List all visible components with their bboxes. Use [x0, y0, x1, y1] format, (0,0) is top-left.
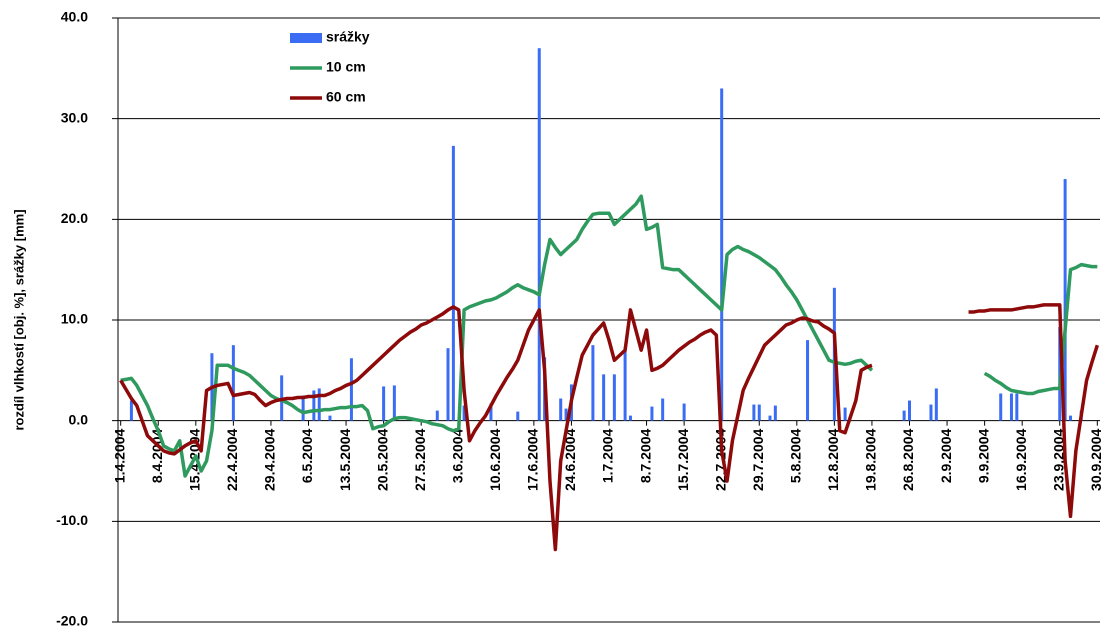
- bar: [382, 386, 386, 421]
- bar: [773, 405, 777, 421]
- y-tick-label: 10.0: [61, 311, 88, 327]
- x-tick-label: 20.5.2004: [374, 428, 390, 490]
- bar: [489, 403, 493, 421]
- bar: [1063, 179, 1067, 421]
- bar: [537, 48, 541, 421]
- bar: [312, 390, 316, 421]
- bar: [682, 403, 686, 421]
- legend-label: 10 cm: [326, 59, 366, 75]
- x-tick-label: 26.8.2004: [900, 428, 916, 490]
- x-tick-label: 22.4.2004: [224, 428, 240, 490]
- x-tick-label: 1.4.2004: [111, 428, 127, 483]
- x-tick-label: 29.7.2004: [750, 428, 766, 490]
- bar: [349, 358, 353, 421]
- bar: [908, 400, 912, 421]
- bar: [999, 393, 1003, 421]
- bar: [757, 404, 761, 421]
- x-tick-label: 15.7.2004: [675, 428, 691, 490]
- bar: [328, 415, 332, 421]
- bar: [516, 411, 520, 421]
- bar: [591, 345, 595, 421]
- x-tick-label: 19.8.2004: [863, 428, 879, 490]
- bar: [934, 388, 938, 421]
- bar: [843, 407, 847, 421]
- bar: [301, 395, 305, 421]
- bar: [1068, 415, 1072, 421]
- bar: [392, 385, 396, 421]
- bar: [446, 348, 450, 421]
- x-tick-label: 12.8.2004: [825, 428, 841, 490]
- bar: [462, 405, 466, 421]
- x-tick-label: 3.6.2004: [449, 428, 465, 483]
- x-tick-label: 10.6.2004: [487, 428, 503, 490]
- x-tick-label: 29.4.2004: [262, 428, 278, 490]
- bar: [602, 374, 606, 421]
- y-tick-label: 0.0: [69, 411, 89, 427]
- x-tick-label: 24.6.2004: [562, 428, 578, 490]
- y-axis-title: rozdíl vlhkostí [obj. %], srážky [mm]: [11, 209, 26, 430]
- bar: [1015, 393, 1019, 421]
- bar: [929, 404, 933, 421]
- x-tick-label: 6.5.2004: [299, 428, 315, 483]
- bar: [902, 410, 906, 421]
- y-tick-label: 40.0: [61, 9, 88, 25]
- bar: [1009, 393, 1013, 421]
- y-tick-label: -20.0: [56, 613, 88, 629]
- bar: [752, 404, 756, 421]
- x-tick-label: 16.9.2004: [1013, 428, 1029, 490]
- y-tick-label: 20.0: [61, 210, 88, 226]
- bar: [231, 345, 235, 421]
- y-tick-label: -10.0: [56, 512, 88, 528]
- legend-label: 60 cm: [326, 89, 366, 105]
- bar: [720, 88, 724, 421]
- x-tick-label: 5.8.2004: [788, 428, 804, 483]
- line: [120, 194, 1098, 478]
- line: [119, 303, 1099, 552]
- bar: [129, 400, 133, 421]
- bar: [317, 388, 321, 421]
- bar: [435, 410, 439, 421]
- bar: [612, 374, 616, 421]
- bar: [451, 145, 455, 421]
- x-tick-label: 30.9.2004: [1088, 428, 1104, 490]
- x-tick-label: 13.5.2004: [337, 428, 353, 490]
- bar: [623, 347, 627, 421]
- bar: [650, 406, 654, 421]
- x-tick-label: 2.9.2004: [938, 428, 954, 483]
- legend-label: srážky: [326, 29, 370, 45]
- x-tick-label: 8.7.2004: [637, 428, 653, 483]
- legend-swatch: [290, 33, 322, 43]
- x-tick-label: 8.4.2004: [149, 428, 165, 483]
- bar: [661, 398, 665, 421]
- x-tick-label: 23.9.2004: [1050, 428, 1066, 490]
- x-tick-label: 17.6.2004: [525, 428, 541, 490]
- y-tick-label: 30.0: [61, 109, 88, 125]
- bar: [564, 408, 568, 421]
- bar: [628, 415, 632, 421]
- x-tick-label: 9.9.2004: [975, 428, 991, 483]
- x-tick-label: 1.7.2004: [600, 428, 616, 483]
- x-tick-label: 27.5.2004: [412, 428, 428, 490]
- bar: [768, 415, 772, 421]
- bar: [806, 340, 810, 421]
- bar: [559, 398, 563, 421]
